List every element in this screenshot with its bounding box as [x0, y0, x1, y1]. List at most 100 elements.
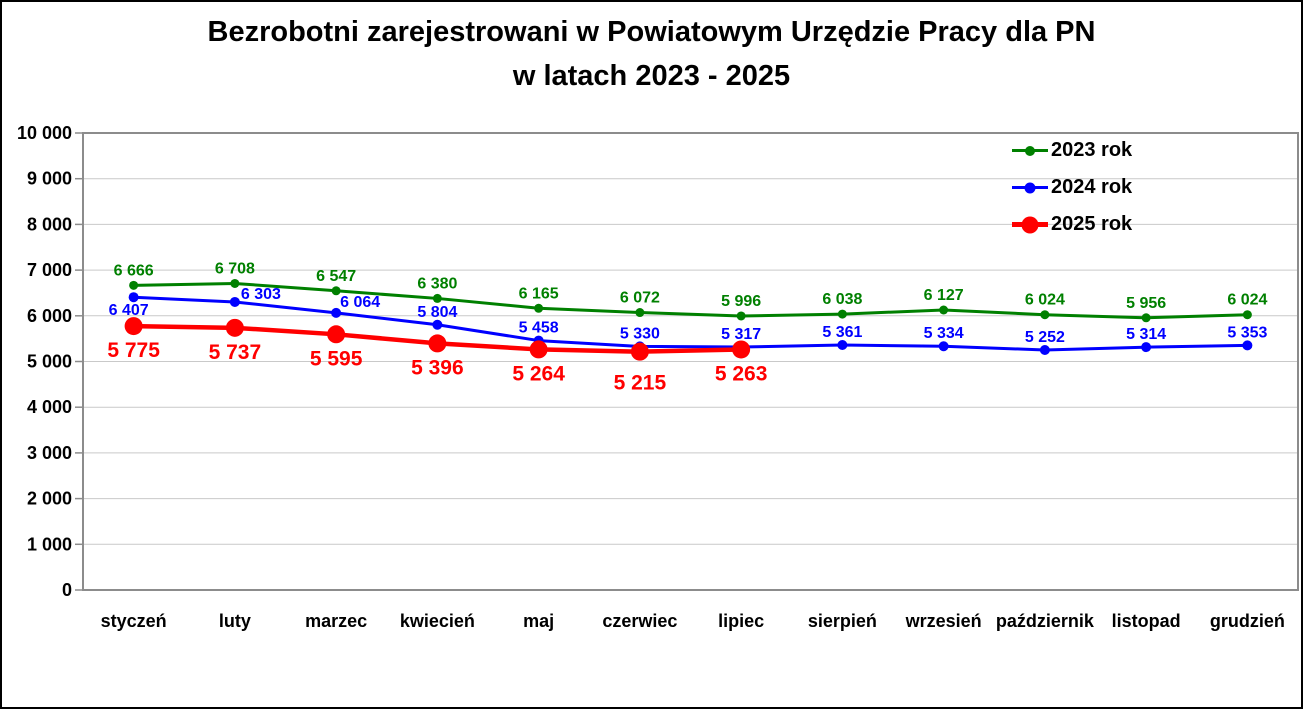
data-label: 6 666	[114, 262, 154, 279]
data-label: 6 407	[109, 302, 149, 319]
plot-border	[82, 132, 1299, 591]
data-label: 5 737	[209, 341, 262, 364]
x-tick-label: luty	[219, 611, 251, 631]
data-point	[331, 307, 342, 318]
data-point	[529, 340, 548, 359]
series-2024-rok	[128, 292, 1253, 355]
data-label: 6 072	[620, 290, 660, 307]
y-tick-label: 8 000	[27, 214, 72, 234]
legend-item-2025: 2025 rok	[1012, 206, 1132, 243]
data-label: 5 775	[107, 339, 160, 362]
data-label: 5 330	[620, 325, 660, 342]
data-point	[1039, 344, 1050, 355]
y-tick-label: 5 000	[27, 352, 72, 372]
data-label: 6 024	[1227, 292, 1267, 309]
data-label: 6 303	[241, 286, 281, 303]
series-line	[132, 295, 1249, 352]
data-label: 6 380	[417, 275, 457, 292]
data-label: 5 804	[417, 304, 457, 321]
data-label: 5 317	[721, 326, 761, 343]
x-tick-label: czerwiec	[602, 611, 677, 631]
data-point	[837, 309, 847, 319]
y-tick-label: 4 000	[27, 397, 72, 417]
data-label: 5 458	[519, 320, 559, 337]
data-point	[129, 280, 139, 290]
data-label: 5 595	[310, 347, 363, 370]
data-label: 6 165	[519, 285, 559, 302]
legend-label-2024: 2024 rok	[1051, 176, 1133, 198]
y-tick-label: 10 000	[17, 123, 72, 143]
x-tick-label: marzec	[305, 611, 367, 631]
legend-marker-2024-icon	[1012, 178, 1048, 198]
data-point	[1040, 310, 1050, 320]
data-point	[428, 334, 447, 353]
data-point	[229, 296, 240, 307]
data-point	[732, 340, 751, 359]
x-tick-label: listopad	[1112, 611, 1181, 631]
y-tick-label: 0	[62, 580, 72, 600]
chart-title: Bezrobotni zarejestrowani w Powiatowym U…	[2, 10, 1301, 98]
data-label: 5 263	[715, 362, 768, 385]
legend: 2023 rok 2024 rok 2025 rok	[1012, 132, 1132, 243]
data-label: 5 396	[411, 356, 464, 379]
data-label: 6 127	[924, 287, 964, 304]
data-point	[331, 286, 341, 296]
data-label: 5 215	[614, 372, 667, 395]
data-label: 6 064	[340, 294, 380, 311]
data-point	[1141, 342, 1152, 353]
data-label: 5 264	[512, 362, 565, 385]
legend-marker-2023-icon	[1012, 141, 1048, 161]
series-2025-rok	[124, 317, 751, 361]
data-point	[225, 318, 244, 337]
data-point	[837, 340, 848, 351]
data-labels: 5 775 5 737 5 595 5 396 5 264 5 215 5 263	[107, 339, 767, 395]
gridlines	[83, 178, 1298, 545]
data-point	[736, 311, 746, 321]
data-label: 5 996	[721, 293, 761, 310]
data-labels: 6 407 6 303 6 064 5 804 5 458 5 330 5 317 5 361…	[109, 286, 1268, 346]
x-tick-label: styczeń	[101, 611, 167, 631]
data-point	[630, 342, 649, 361]
chart-title-line2: w latach 2023 - 2025	[512, 60, 791, 92]
x-tick-label: kwiecień	[400, 611, 475, 631]
data-point	[128, 292, 139, 303]
data-label: 6 708	[215, 260, 255, 277]
data-point	[230, 278, 240, 288]
x-tick-label: grudzień	[1210, 611, 1285, 631]
x-tick-label: maj	[523, 611, 554, 631]
data-point	[635, 308, 645, 318]
y-tick-label: 2 000	[27, 489, 72, 509]
data-point	[432, 293, 442, 303]
legend-marker-2025-icon	[1012, 215, 1048, 235]
legend-label-2023: 2023 rok	[1051, 139, 1133, 161]
legend-item-2024: 2024 rok	[1012, 169, 1132, 206]
y-tick-label: 1 000	[27, 534, 72, 554]
data-label: 6 038	[822, 291, 862, 308]
data-point	[432, 319, 443, 330]
x-axis-labels: styczeń luty marzec kwiecień maj czerwiec lipi…	[101, 611, 1285, 631]
data-point	[939, 305, 949, 315]
y-tick-label: 7 000	[27, 260, 72, 280]
series-2023-rok	[129, 278, 1252, 323]
x-tick-label: październik	[996, 611, 1095, 631]
series-line	[132, 281, 1249, 320]
legend-item-2023: 2023 rok	[1012, 132, 1132, 169]
data-point	[1242, 310, 1252, 320]
data-label: 5 361	[822, 324, 862, 341]
data-labels: 6 666 6 708 6 547 6 380 6 165 6 072 5 996 6 038…	[114, 260, 1268, 311]
y-tick-label: 3 000	[27, 443, 72, 463]
data-point	[938, 341, 949, 352]
data-label: 5 252	[1025, 329, 1065, 346]
data-point	[1242, 340, 1253, 351]
x-tick-label: lipiec	[718, 611, 764, 631]
legend-label-2025: 2025 rok	[1051, 213, 1133, 235]
data-point	[534, 303, 544, 313]
x-tick-label: sierpień	[808, 611, 877, 631]
y-axis-labels: 0 1 000 2 000 3 000 4 000 5 000 6 000 7 000 8 00…	[17, 123, 72, 600]
chart-title-line1: Bezrobotni zarejestrowani w Powiatowym U…	[207, 16, 1096, 48]
data-label: 5 353	[1227, 324, 1267, 341]
data-point	[124, 317, 143, 336]
y-tick-label: 9 000	[27, 169, 72, 189]
